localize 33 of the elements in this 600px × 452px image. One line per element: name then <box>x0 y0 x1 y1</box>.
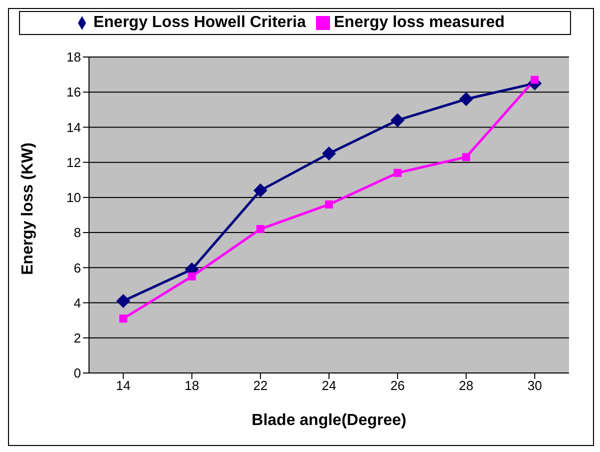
point <box>322 146 336 161</box>
point <box>253 183 268 198</box>
y-tick-label: 12 <box>66 154 81 170</box>
x-tick-label: 30 <box>527 378 542 394</box>
x-tick-label: 26 <box>390 378 405 394</box>
point <box>188 272 196 280</box>
x-tick-label: 28 <box>458 378 474 394</box>
x-tick-label: 14 <box>116 378 131 394</box>
legend-label: Energy Loss Howell Criteria <box>93 14 306 31</box>
point <box>459 92 474 106</box>
point <box>530 76 539 84</box>
x-tick-label: 24 <box>322 378 336 394</box>
y-tick-label: 18 <box>66 50 81 65</box>
y-axis-title: Energy loss (KW) <box>20 142 37 275</box>
y-tick-label: 2 <box>74 330 81 346</box>
point <box>394 168 402 177</box>
y-tick-label: 6 <box>74 260 81 276</box>
y-tick-label: 10 <box>66 190 81 206</box>
x-tick-label: 22 <box>253 378 268 394</box>
point <box>119 314 128 323</box>
point <box>390 113 405 128</box>
y-tick-label: 0 <box>74 366 81 381</box>
point <box>325 200 333 208</box>
point <box>462 153 470 162</box>
point <box>116 294 130 308</box>
y-tick-label: 4 <box>74 295 81 310</box>
x-tick-label: 18 <box>184 378 200 394</box>
y-tick-label: 16 <box>66 84 81 100</box>
y-tick-label: 14 <box>66 120 81 135</box>
point <box>256 225 264 234</box>
y-tick-label: 8 <box>74 225 81 240</box>
x-axis-title: Blade angle(Degree) <box>252 412 406 429</box>
legend-label: Energy loss measured <box>334 14 505 31</box>
